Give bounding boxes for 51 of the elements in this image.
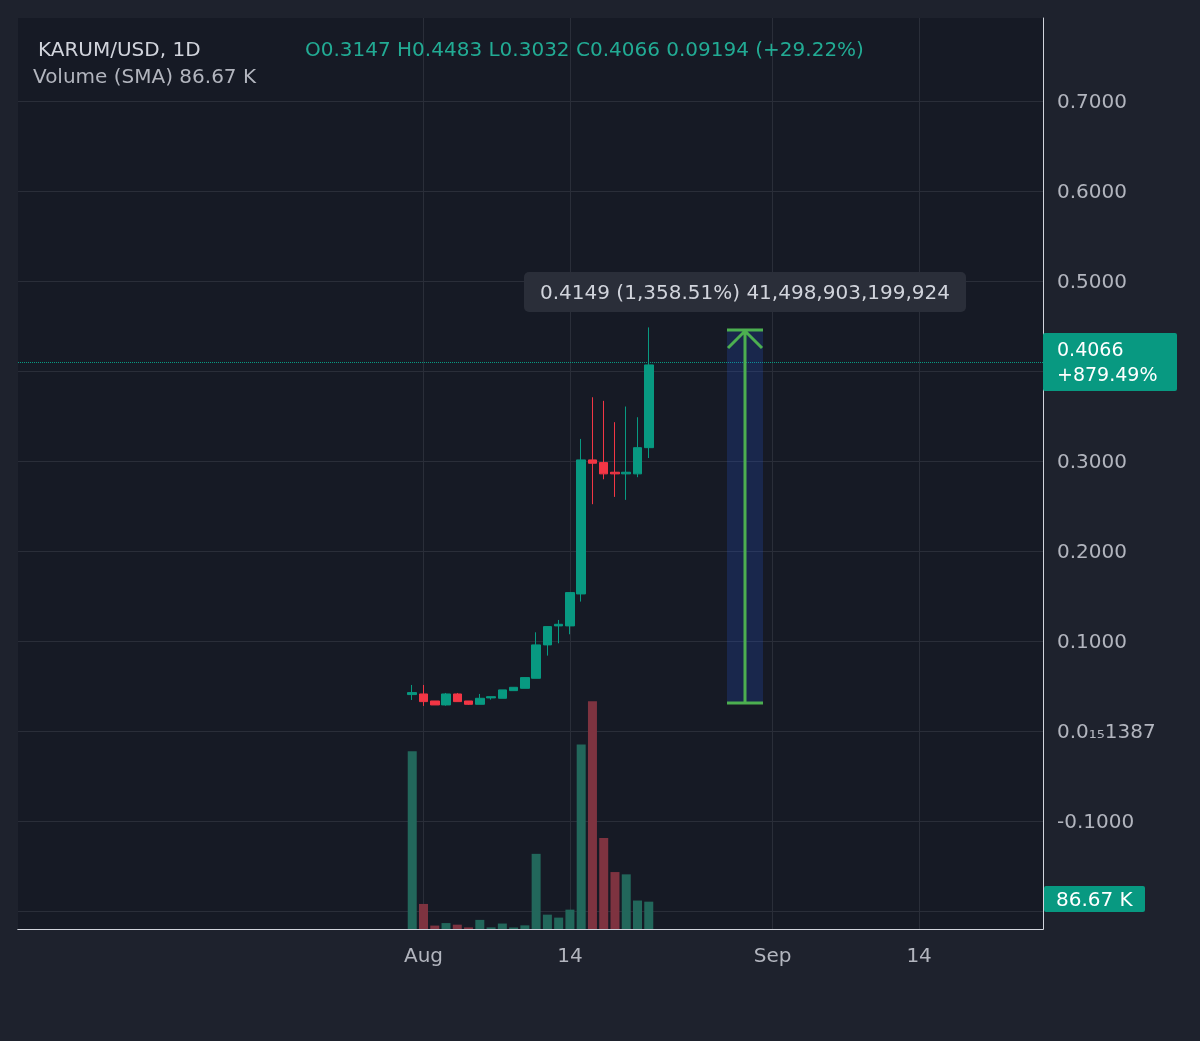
y-tick-label: 0.6000 (1057, 178, 1127, 203)
y-tick-label: 0.3000 (1057, 448, 1127, 473)
candlestick (610, 421, 620, 498)
candlestick (441, 692, 451, 707)
candlestick (509, 686, 518, 692)
candlestick (588, 396, 597, 505)
x-tick-label: 14 (557, 943, 583, 967)
candlestick (419, 684, 428, 707)
bar (565, 909, 575, 929)
candlestick (464, 700, 473, 706)
ref-line-label: 0.4066 +879.49% (1057, 338, 1158, 386)
candlestick (498, 689, 507, 699)
bar (475, 919, 485, 929)
candlestick (407, 684, 417, 701)
bar (407, 751, 417, 929)
y-tick-label: 0.5000 (1057, 268, 1127, 293)
candlestick (543, 626, 552, 657)
bar (542, 914, 552, 929)
x-tick-label: 14 (906, 943, 932, 967)
candlestick (453, 692, 462, 703)
candlestick (554, 619, 563, 644)
x-tick-label: Sep (753, 943, 792, 967)
bar (554, 917, 564, 929)
y-tick-label: 0.0₁₅1387 (1057, 718, 1156, 743)
candlestick (621, 406, 631, 501)
bar (576, 744, 586, 929)
bar (610, 872, 620, 929)
bar (520, 925, 530, 929)
candlestick (599, 400, 608, 480)
bar (452, 924, 462, 929)
x-tick-label: Aug (403, 943, 444, 967)
y-tick-label: 0.1000 (1057, 628, 1127, 653)
bar (441, 923, 451, 929)
bar (599, 837, 609, 929)
annotation: Volume (SMA) 86.67 K (33, 64, 257, 88)
y-tick-label: 0.7000 (1057, 88, 1127, 113)
bar (531, 853, 541, 929)
bar (587, 701, 597, 929)
bar (621, 874, 631, 929)
text: O0.3147 H0.4483 L0.3032 C0.4066 0.09194 (+29.22%) (305, 37, 864, 61)
y-tick-label: -0.1000 (1057, 808, 1135, 833)
bar (497, 923, 507, 929)
text: 86.67 K (1044, 886, 1145, 912)
text: KARUM/USD, 1D (38, 37, 201, 61)
annotation: 0.4149 (1,358.51%) 41,498,903,199,924 (524, 272, 966, 312)
bar (633, 900, 643, 929)
candlestick (430, 700, 440, 706)
bar (644, 901, 654, 929)
bar (418, 903, 428, 929)
candlestick (633, 416, 642, 478)
y-tick-label: 0.2000 (1057, 538, 1127, 563)
